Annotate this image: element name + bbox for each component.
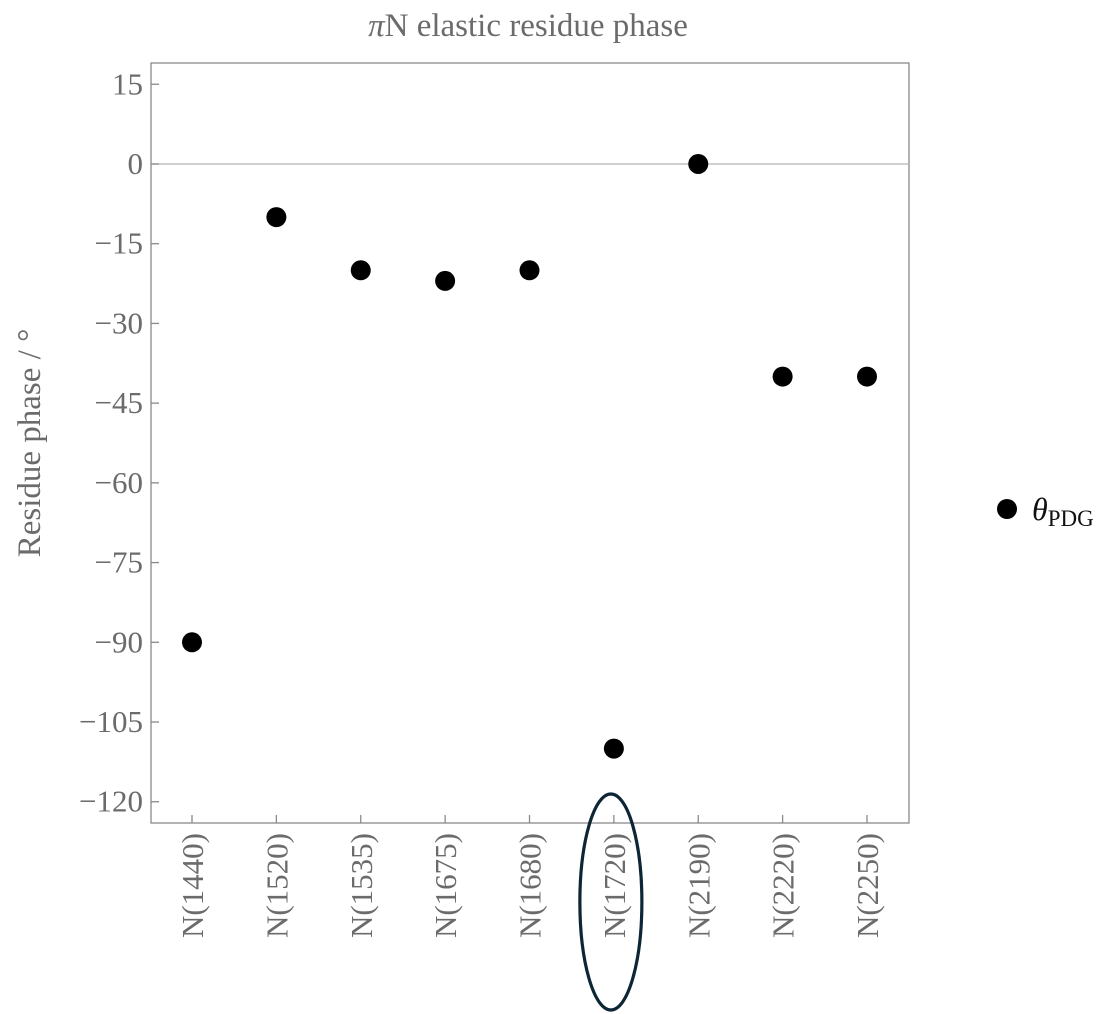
y-tick-label: −15 xyxy=(95,226,143,261)
y-tick-label: −45 xyxy=(95,385,143,420)
x-tick-label: N(1680) xyxy=(513,833,548,938)
x-tick-label: N(1520) xyxy=(259,833,294,938)
legend: θPDG xyxy=(997,491,1094,531)
y-tick-label: −30 xyxy=(95,305,143,340)
data-points xyxy=(182,153,877,759)
x-tick-label: N(1535) xyxy=(344,833,379,938)
legend-label-theta-pdg: θPDG xyxy=(1032,491,1094,531)
x-tick-label: N(2250) xyxy=(850,833,885,938)
x-tick-label: N(1720) xyxy=(597,833,632,938)
plot-frame xyxy=(150,62,910,824)
data-point xyxy=(772,366,793,387)
data-point xyxy=(857,366,877,387)
y-tick-label: 0 xyxy=(128,146,144,181)
data-point xyxy=(519,260,540,281)
y-tick-label: −60 xyxy=(95,465,143,500)
x-axis: N(1440) N(1520) N(1535) N(1675) N(1680) N(172… xyxy=(175,815,885,938)
highlight-ellipse xyxy=(578,792,644,1012)
data-point xyxy=(182,632,202,653)
x-tick-label: N(1675) xyxy=(428,833,463,938)
y-tick-label: −90 xyxy=(95,624,143,659)
data-point xyxy=(266,207,287,228)
y-axis: 15 0 −15 −30 −45 −60 −75 −90 −105 −120 xyxy=(79,66,159,819)
y-tick-label: −105 xyxy=(79,704,143,739)
data-point xyxy=(350,260,371,281)
title-symbol: π xyxy=(368,8,386,44)
y-tick-label: −75 xyxy=(95,545,143,580)
x-tick-label: N(1440) xyxy=(175,833,210,938)
legend-subscript: PDG xyxy=(1048,506,1094,531)
y-tick-label: −120 xyxy=(79,784,143,819)
chart-title: πN elastic residue phase xyxy=(368,8,688,44)
data-point xyxy=(435,270,456,291)
y-axis-label: Residue phase / ° xyxy=(12,329,48,558)
data-point xyxy=(688,153,709,174)
legend-marker-theta-pdg xyxy=(997,499,1017,519)
y-tick-label: 15 xyxy=(112,66,143,101)
data-point xyxy=(603,738,624,759)
x-tick-label: N(2220) xyxy=(766,833,801,938)
title-text: N elastic residue phase xyxy=(385,8,688,44)
x-tick-label: N(2190) xyxy=(681,833,716,938)
legend-symbol: θ xyxy=(1032,491,1048,527)
